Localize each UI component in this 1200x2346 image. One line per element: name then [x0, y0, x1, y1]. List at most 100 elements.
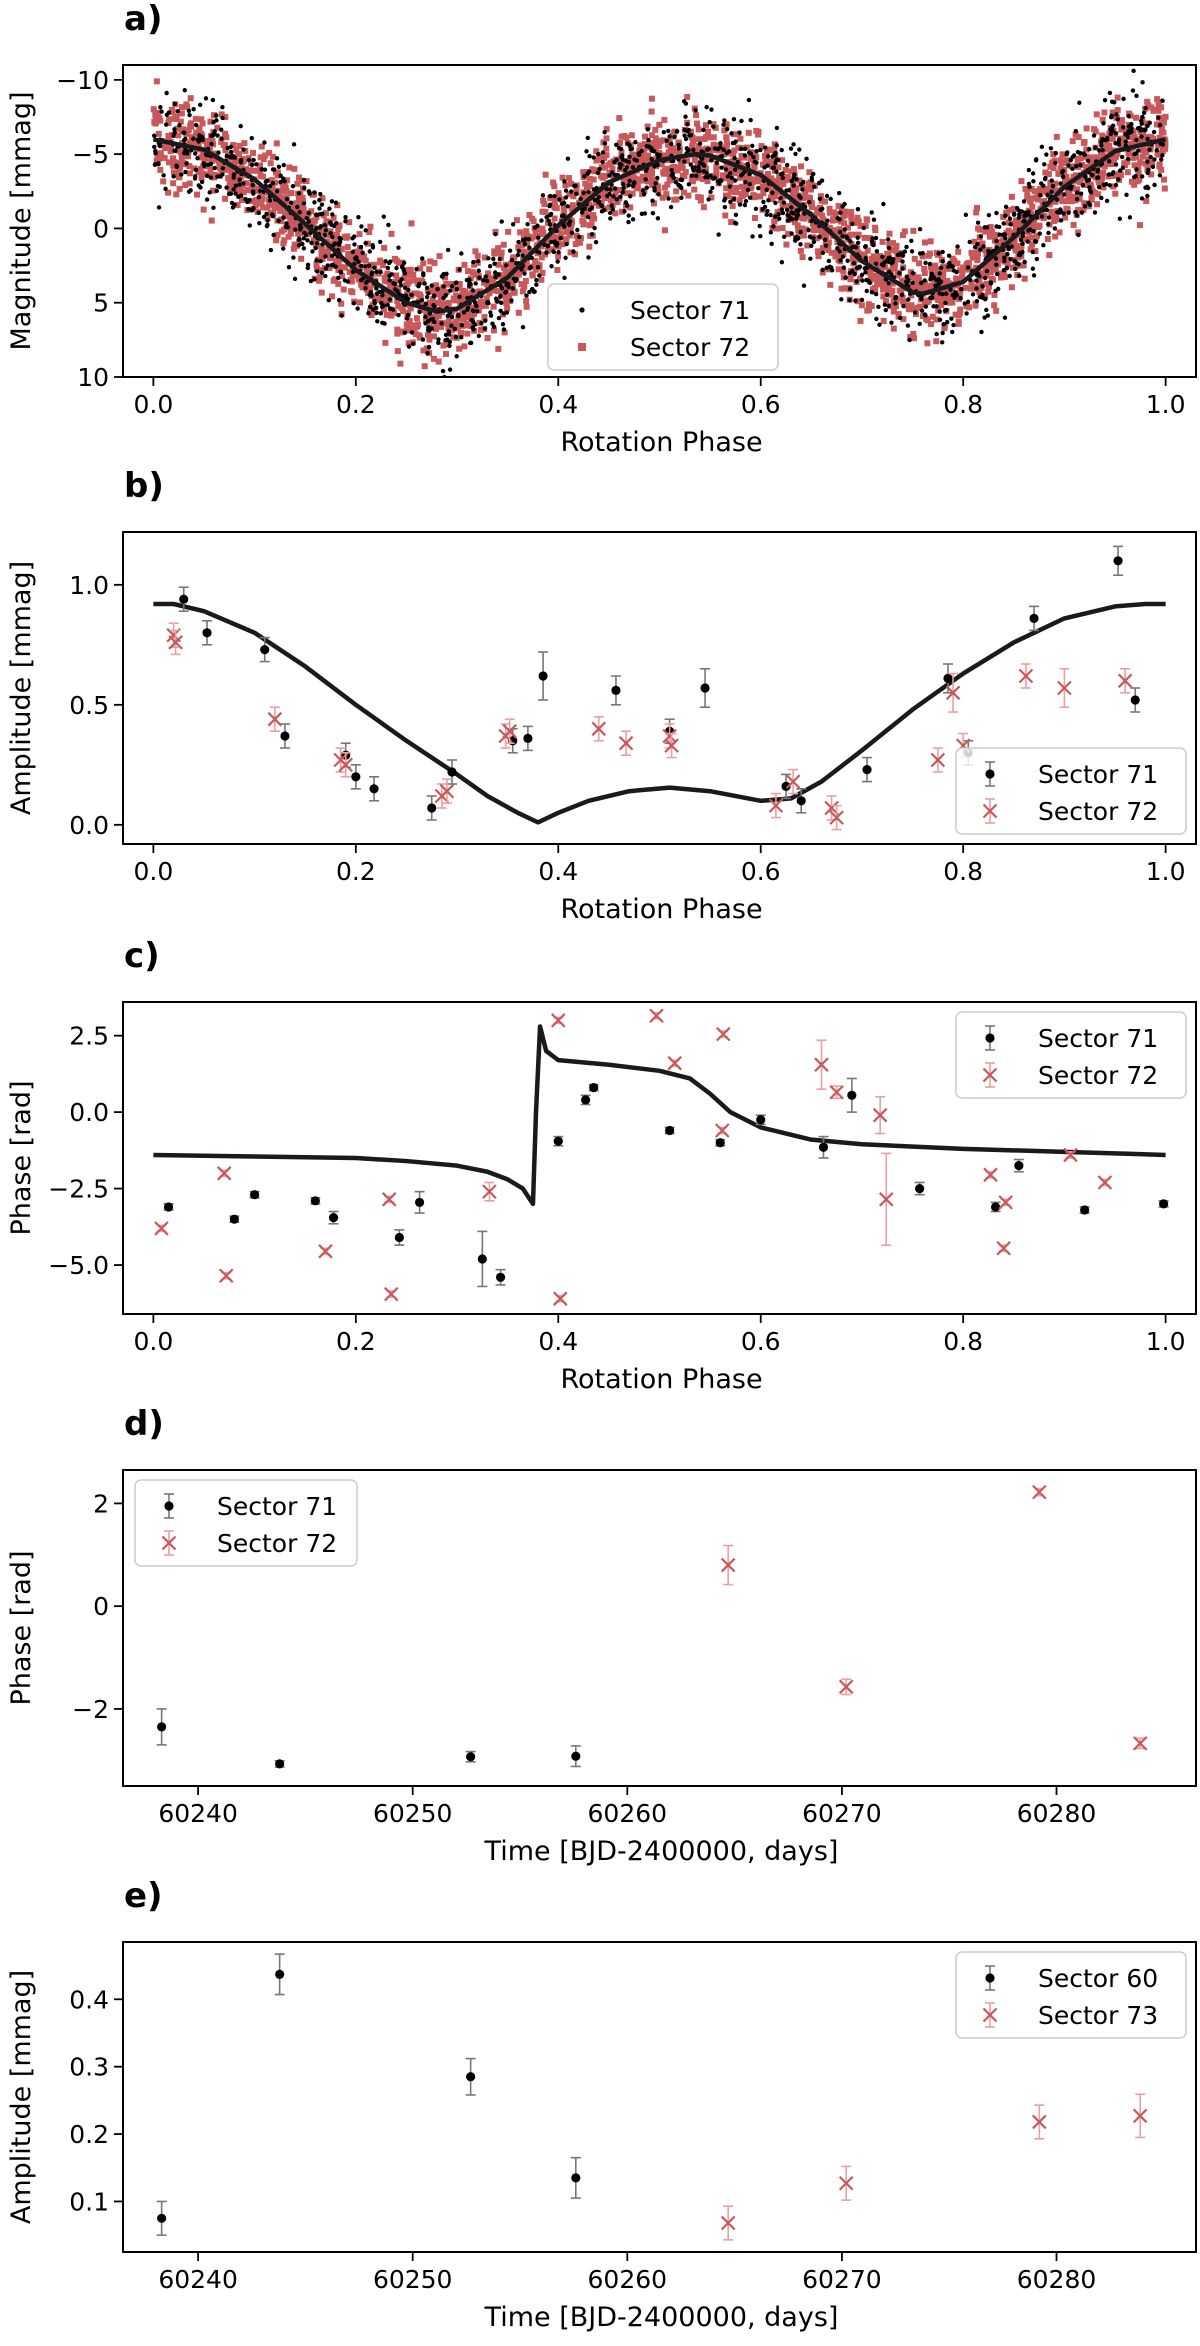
data-point [576, 234, 582, 240]
data-point [407, 305, 414, 312]
data-point [314, 212, 320, 218]
data-point [427, 313, 434, 320]
data-point [505, 228, 512, 235]
data-point [840, 251, 847, 258]
data-point [1061, 211, 1066, 216]
data-point [1125, 135, 1130, 140]
data-point [749, 179, 756, 186]
plot-area [156, 1953, 1148, 2241]
data-point [192, 139, 199, 146]
data-point [799, 225, 806, 232]
data-point [888, 291, 895, 298]
data-point [548, 193, 553, 199]
data-point [397, 360, 404, 367]
data-point [504, 263, 509, 268]
data-point [503, 271, 510, 278]
data-point [1098, 175, 1105, 182]
data-point [1080, 182, 1085, 188]
data-point [399, 277, 404, 282]
data-point [473, 281, 478, 286]
data-point [452, 326, 457, 332]
data-point [290, 217, 297, 224]
data-point [729, 202, 736, 209]
data-point [958, 296, 963, 301]
data-point [557, 230, 564, 237]
data-point [1119, 117, 1126, 124]
data-point [886, 255, 891, 261]
data-point [1079, 210, 1085, 215]
data-point [536, 262, 543, 269]
data-point [878, 1192, 894, 1207]
data-point [204, 197, 210, 202]
data-point [761, 152, 768, 159]
data-point [861, 225, 867, 231]
data-point [1160, 176, 1167, 183]
data-point [374, 310, 379, 315]
data-point [884, 250, 891, 257]
data-point [829, 1084, 844, 1100]
data-point [1132, 1736, 1148, 1751]
data-point [380, 293, 385, 298]
data-point [283, 208, 290, 215]
data-point [697, 197, 704, 204]
data-point [1134, 93, 1139, 99]
data-point [719, 165, 724, 170]
data-point [297, 237, 302, 243]
data-point [643, 157, 650, 164]
data-point [1030, 249, 1035, 255]
data-point [673, 180, 679, 185]
data-point [258, 143, 265, 150]
data-point [496, 315, 502, 321]
data-point [218, 1268, 234, 1284]
data-point [1059, 151, 1066, 158]
data-point [962, 284, 969, 291]
data-point [819, 212, 826, 219]
data-point [495, 345, 502, 352]
data-point [153, 78, 160, 85]
data-point [542, 171, 549, 178]
data-point [556, 250, 561, 255]
data-point [807, 234, 813, 239]
data-point [547, 222, 553, 227]
data-point [292, 276, 298, 282]
series-sector-72 [720, 1484, 1148, 1751]
data-point [878, 266, 885, 273]
data-point [395, 284, 402, 291]
data-point [402, 285, 408, 291]
data-point [1099, 116, 1106, 123]
data-point [697, 141, 703, 146]
data-point [1143, 197, 1150, 204]
data-point [994, 238, 999, 244]
data-point [619, 153, 625, 158]
data-point [179, 594, 189, 604]
data-point [723, 167, 729, 172]
data-point [820, 267, 825, 273]
data-point [1052, 180, 1059, 187]
data-point [219, 127, 224, 132]
data-point [936, 251, 941, 256]
data-point [945, 685, 961, 701]
data-point [416, 332, 423, 339]
data-point [765, 154, 771, 159]
data-point [226, 179, 233, 186]
data-point [1019, 220, 1026, 227]
data-point [349, 258, 356, 265]
data-point [565, 204, 570, 209]
data-point [645, 127, 651, 132]
data-point [565, 156, 571, 161]
data-point [424, 331, 431, 338]
x-tick-label: 60240 [158, 1799, 238, 1828]
data-point [1091, 126, 1098, 133]
data-point [1064, 187, 1071, 194]
data-point [717, 181, 722, 186]
data-point [445, 247, 451, 253]
data-point [310, 249, 315, 254]
data-point [197, 133, 202, 138]
data-point [1150, 164, 1156, 169]
data-point [370, 307, 376, 312]
data-point [179, 145, 186, 152]
data-point [900, 316, 907, 323]
data-point [574, 191, 579, 196]
